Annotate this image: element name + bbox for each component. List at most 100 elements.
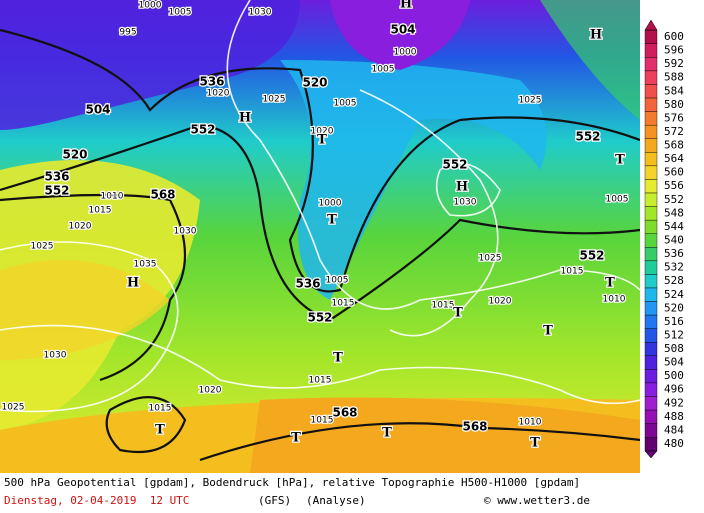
geopotential-label: 520	[302, 76, 327, 90]
color-bar-label: 584	[664, 84, 684, 97]
pressure-label: 1005	[326, 276, 349, 286]
geopotential-label: 552	[575, 130, 600, 144]
color-bar-cell	[644, 30, 658, 44]
color-bar-cell	[644, 247, 658, 262]
pressure-center: T	[317, 133, 327, 148]
pressure-label: 1005	[169, 8, 192, 18]
color-bar-label: 560	[664, 166, 684, 179]
color-bar-cell	[644, 192, 658, 207]
color-bar-label: 552	[664, 193, 684, 206]
geopotential-label: 504	[85, 103, 110, 117]
pressure-label: 1005	[372, 65, 395, 75]
pressure-center: T	[382, 426, 392, 441]
color-bar-label: 564	[664, 152, 684, 165]
pressure-label: 1005	[606, 195, 629, 205]
pressure-label: 1020	[69, 222, 92, 232]
geopotential-label: 536	[44, 170, 69, 184]
footer-date: Dienstag, 02-04-2019 12 UTC	[4, 494, 190, 507]
color-bar-cell	[644, 260, 658, 275]
pressure-label: 1015	[89, 206, 112, 216]
color-bar-label: 576	[664, 111, 684, 124]
geopotential-label: 568	[462, 420, 487, 434]
color-bar-label: 512	[664, 328, 684, 341]
color-bar-label: 496	[664, 383, 684, 396]
pressure-center: T	[333, 351, 343, 366]
color-bar-cell	[644, 179, 658, 194]
color-bar-label: 568	[664, 139, 684, 152]
color-bar-label: 488	[664, 410, 684, 423]
pressure-label: 1010	[519, 418, 542, 428]
color-bar-cell	[644, 138, 658, 153]
pressure-center: T	[327, 213, 337, 228]
color-bar-label: 528	[664, 274, 684, 287]
color-bar-cell	[644, 165, 658, 180]
color-bar-label: 540	[664, 234, 684, 247]
pressure-center: H	[239, 111, 251, 126]
color-bar-label: 508	[664, 342, 684, 355]
pressure-label: 1015	[149, 404, 172, 414]
color-bar-label: 492	[664, 396, 684, 409]
color-bar-label: 524	[664, 288, 684, 301]
footer-run: (Analyse)	[306, 494, 366, 507]
color-bar-label: 548	[664, 206, 684, 219]
pressure-label: 1015	[309, 376, 332, 386]
pressure-center: T	[615, 153, 625, 168]
color-bar-label: 580	[664, 98, 684, 111]
color-bar-cell	[644, 382, 658, 397]
color-bar-cell	[644, 314, 658, 329]
pressure-label: 1025	[519, 96, 542, 106]
footer-model: (GFS)	[258, 494, 292, 507]
pressure-center: T	[155, 423, 165, 438]
geopotential-label: 536	[295, 277, 320, 291]
color-bar-cell	[644, 97, 658, 112]
pressure-label: 1020	[311, 127, 334, 137]
color-bar: 6005965925885845805765725685645605565525…	[644, 19, 684, 459]
geopotential-label: 536	[199, 75, 224, 89]
color-bar-cell	[644, 369, 658, 384]
color-bar-cell	[644, 124, 658, 139]
color-bar-cell	[644, 219, 658, 234]
pressure-center: H	[127, 276, 139, 291]
color-bar-label: 572	[664, 125, 684, 138]
geopotential-label: 520	[62, 148, 87, 162]
color-bar-cell	[644, 57, 658, 72]
color-bar-cap	[644, 19, 658, 31]
pressure-center: T	[605, 276, 615, 291]
pressure-label: 1000	[319, 199, 342, 209]
pressure-label: 1035	[134, 260, 157, 270]
pressure-label: 1000	[394, 48, 417, 58]
pressure-label: 1015	[561, 267, 584, 277]
pressure-label: 1010	[603, 295, 626, 305]
geopotential-label: 552	[44, 184, 69, 198]
pressure-label: 1020	[199, 386, 222, 396]
geopotential-label: 568	[332, 406, 357, 420]
color-bar-cell	[644, 355, 658, 370]
color-bar-label: 480	[664, 437, 684, 450]
color-bar-cap	[644, 450, 658, 459]
pressure-label: 1030	[249, 8, 272, 18]
geopotential-label: 552	[307, 311, 332, 325]
pressure-label: 1020	[207, 89, 230, 99]
map: 5045045205205365525365525685525525525365…	[0, 0, 640, 473]
pressure-center: H	[456, 180, 468, 195]
color-bar-cell	[644, 70, 658, 85]
pressure-center: H	[590, 28, 602, 43]
color-bar-cell	[644, 152, 658, 167]
pressure-center: T	[543, 324, 553, 339]
color-bar-label: 592	[664, 57, 684, 70]
geopotential-label: 568	[150, 188, 175, 202]
color-bar-cell	[644, 423, 658, 438]
pressure-center: T	[291, 431, 301, 446]
pressure-label: 1030	[174, 227, 197, 237]
color-bar-cell	[644, 287, 658, 302]
color-bar-label: 556	[664, 179, 684, 192]
color-bar-label: 596	[664, 44, 684, 57]
color-bar-label: 520	[664, 301, 684, 314]
pressure-center: T	[530, 436, 540, 451]
color-bar-label: 600	[664, 30, 684, 43]
pressure-label: 995	[119, 28, 136, 38]
pressure-center: H	[400, 0, 412, 12]
pressure-label: 1015	[432, 301, 455, 311]
pressure-label: 1015	[332, 299, 355, 309]
